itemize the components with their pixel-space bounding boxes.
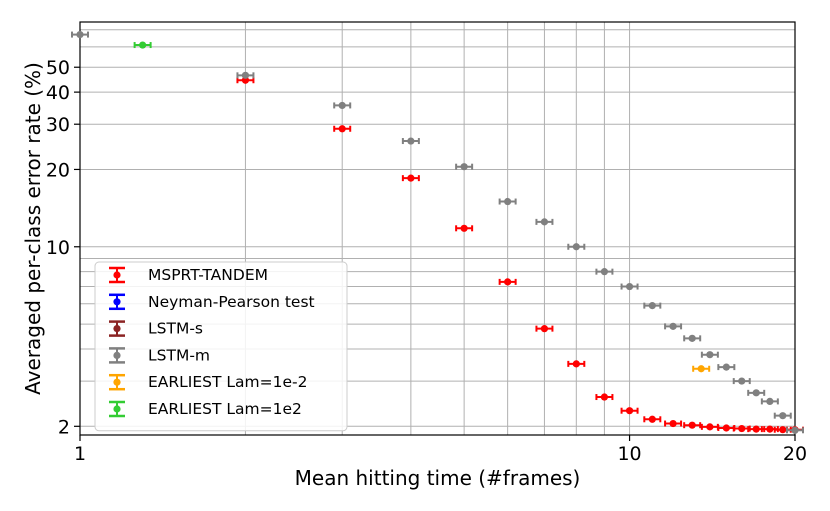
data-point bbox=[692, 365, 711, 373]
data-point bbox=[664, 322, 683, 330]
data-point bbox=[535, 218, 554, 226]
data-point bbox=[683, 334, 702, 342]
legend-marker bbox=[113, 271, 121, 279]
legend-item: LSTM-s bbox=[109, 320, 203, 338]
data-point bbox=[620, 407, 639, 415]
legend: MSPRT-TANDEM Neyman-Pearson test LSTM-s LST… bbox=[94, 261, 348, 432]
data-point bbox=[535, 325, 554, 333]
x-tick-label: 20 bbox=[783, 443, 807, 465]
axis-ticks: 1 10 20 2 10 20 30 40 50 bbox=[46, 57, 807, 465]
legend-marker bbox=[113, 378, 121, 386]
legend-item: Neyman-Pearson test bbox=[109, 293, 315, 311]
data-point bbox=[567, 243, 586, 251]
legend-item: EARLIEST Lam=1e2 bbox=[109, 400, 302, 418]
data-point bbox=[732, 377, 751, 385]
legend-label: MSPRT-TANDEM bbox=[148, 266, 268, 284]
x-tick-label: 10 bbox=[617, 443, 641, 465]
data-point bbox=[71, 30, 89, 39]
data-point bbox=[455, 163, 474, 171]
data-point bbox=[643, 415, 662, 423]
legend-item: EARLIEST Lam=1e-2 bbox=[109, 373, 307, 391]
legend-label: EARLIEST Lam=1e2 bbox=[148, 400, 302, 418]
data-point bbox=[732, 424, 751, 433]
x-tick-label: 1 bbox=[74, 443, 86, 465]
data-point bbox=[401, 137, 420, 145]
data-point bbox=[760, 397, 779, 406]
data-point bbox=[683, 421, 702, 429]
data-point bbox=[236, 71, 255, 79]
data-point bbox=[786, 426, 804, 434]
data-point bbox=[717, 363, 736, 371]
data-points bbox=[71, 30, 804, 434]
data-point bbox=[455, 224, 474, 232]
plot-frame bbox=[79, 21, 796, 436]
data-point bbox=[498, 197, 517, 206]
legend-item: LSTM-m bbox=[109, 346, 210, 364]
data-point bbox=[595, 393, 614, 401]
data-point bbox=[700, 423, 719, 431]
legend-label: EARLIEST Lam=1e-2 bbox=[148, 373, 307, 391]
legend-label: Neyman-Pearson test bbox=[148, 293, 315, 311]
y-tick-label: 50 bbox=[46, 57, 70, 79]
data-point bbox=[717, 424, 736, 432]
data-point bbox=[620, 282, 639, 291]
data-point bbox=[401, 174, 420, 182]
data-point bbox=[643, 302, 662, 310]
data-point bbox=[498, 278, 517, 286]
y-tick-label: 40 bbox=[46, 82, 70, 104]
y-tick-label: 20 bbox=[46, 159, 70, 181]
legend-label: LSTM-s bbox=[148, 320, 203, 338]
data-point bbox=[747, 389, 766, 397]
legend-marker bbox=[113, 351, 121, 359]
data-point bbox=[333, 101, 352, 110]
legend-marker bbox=[113, 298, 121, 306]
y-tick-label: 2 bbox=[58, 416, 70, 438]
legend-item: MSPRT-TANDEM bbox=[109, 266, 268, 284]
data-point bbox=[664, 419, 683, 428]
legend-box bbox=[94, 261, 348, 432]
x-axis-title: Mean hitting time (#frames) bbox=[295, 466, 581, 490]
legend-marker bbox=[113, 325, 121, 333]
data-point bbox=[595, 268, 614, 276]
data-point bbox=[333, 125, 352, 133]
data-point bbox=[567, 360, 586, 368]
data-point bbox=[700, 351, 719, 359]
data-point bbox=[133, 41, 152, 49]
y-axis-title: Averaged per-class error rate (%) bbox=[21, 62, 45, 395]
y-tick-label: 10 bbox=[46, 237, 70, 259]
legend-label: LSTM-m bbox=[148, 346, 210, 364]
data-point bbox=[773, 412, 792, 420]
y-tick-label: 30 bbox=[46, 114, 70, 136]
legend-marker bbox=[113, 405, 121, 413]
